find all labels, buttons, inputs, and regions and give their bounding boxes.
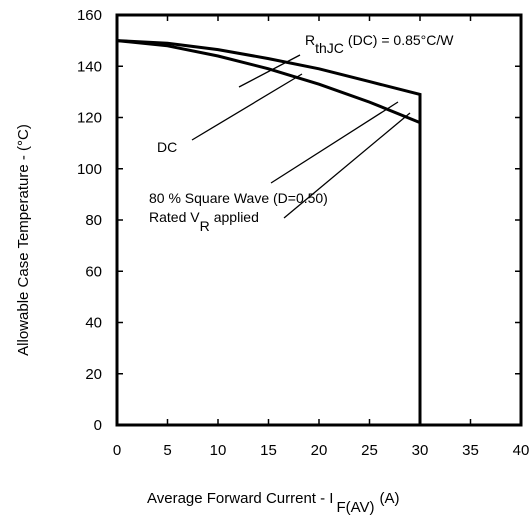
rated-vr-annotation: Rated VRapplied bbox=[149, 209, 259, 234]
series-line-square-wave bbox=[116, 39, 422, 425]
rth-leader-line bbox=[238, 54, 301, 88]
y-tick-label: 160 bbox=[77, 7, 102, 24]
y-tick-label: 0 bbox=[94, 417, 102, 434]
x-axis-label: Average Forward Current - IF(AV)(A) bbox=[147, 490, 400, 516]
x-tick-label: 25 bbox=[361, 442, 378, 459]
axis-ticks: 0 5 10 15 20 25 30 35 40 0 20 40 60 80 100 120 140 160 bbox=[77, 7, 529, 459]
dc-leader-line bbox=[191, 73, 303, 141]
x-tick-label: 35 bbox=[462, 442, 479, 459]
y-tick-label: 100 bbox=[77, 161, 102, 178]
x-tick-label: 5 bbox=[163, 442, 171, 459]
y-tick-label: 140 bbox=[77, 58, 102, 75]
x-tick-label: 10 bbox=[210, 442, 227, 459]
y-tick-label: 120 bbox=[77, 110, 102, 127]
y-tick-label: 80 bbox=[85, 212, 102, 229]
x-tick-label: 0 bbox=[113, 442, 121, 459]
square-wave-annotation: 80 % Square Wave (D=0.50) bbox=[149, 190, 328, 206]
x-tick-label: 20 bbox=[311, 442, 328, 459]
x-tick-label: 40 bbox=[513, 442, 530, 459]
y-tick-label: 20 bbox=[85, 366, 102, 383]
y-tick-label: 40 bbox=[85, 315, 102, 332]
y-axis-label: Allowable Case Temperature - (°C) bbox=[15, 124, 32, 356]
y-tick-label: 60 bbox=[85, 263, 102, 280]
x-tick-label: 15 bbox=[260, 442, 277, 459]
x-tick-label: 30 bbox=[412, 442, 429, 459]
square-wave-leader bbox=[270, 101, 399, 184]
rth-annotation: RthJC (DC) = 0.85°C/W bbox=[305, 32, 454, 56]
series-line-dc bbox=[116, 39, 422, 425]
rated-vr-leader bbox=[283, 112, 411, 219]
dc-annotation: DC bbox=[157, 139, 177, 155]
